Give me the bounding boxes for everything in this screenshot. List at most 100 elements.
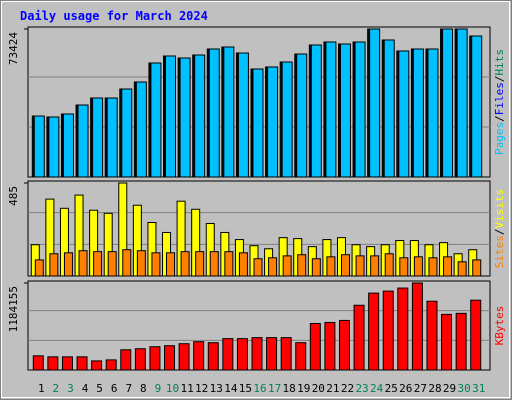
bar: [193, 341, 205, 371]
bar: [353, 304, 365, 371]
legend: KBytes: [493, 306, 506, 346]
bar: [355, 255, 365, 277]
bar: [427, 48, 439, 178]
bar: [443, 256, 453, 277]
bar: [413, 256, 423, 277]
bar: [63, 252, 73, 277]
bar: [296, 53, 308, 178]
bar: [178, 343, 190, 371]
bar: [209, 251, 219, 277]
bar: [207, 342, 219, 371]
bar: [295, 342, 307, 371]
x-tick-label: 6: [111, 382, 118, 395]
bar: [179, 57, 191, 178]
x-tick-label: 9: [155, 382, 162, 395]
x-tick-label: 5: [96, 382, 103, 395]
bar: [382, 290, 394, 371]
x-tick-label: 19: [297, 382, 310, 395]
bar: [428, 257, 438, 277]
bar: [224, 251, 234, 277]
legend-separator: /: [493, 229, 506, 236]
bar: [471, 35, 483, 178]
bar: [280, 337, 292, 371]
bar: [442, 28, 454, 178]
x-tick-label: 23: [355, 382, 368, 395]
bar: [180, 251, 190, 277]
bar: [78, 250, 88, 277]
bar: [34, 259, 44, 277]
x-tick-label: 16: [253, 382, 266, 395]
bar: [222, 338, 234, 371]
bar: [47, 356, 59, 371]
x-tick-label: 29: [443, 382, 456, 395]
bar: [297, 254, 307, 277]
bar: [49, 253, 59, 277]
bar: [150, 62, 162, 178]
bar: [61, 356, 73, 371]
bar: [455, 312, 467, 371]
x-tick-label: 13: [210, 382, 223, 395]
bar: [325, 41, 337, 178]
x-tick-label: 4: [82, 382, 89, 395]
bar: [340, 254, 350, 277]
bar: [92, 97, 104, 178]
bar: [456, 28, 468, 178]
x-tick-label: 22: [341, 382, 354, 395]
bar: [412, 48, 424, 178]
x-tick-label: 12: [195, 382, 208, 395]
x-tick-label: 14: [224, 382, 238, 395]
bar: [326, 256, 336, 277]
legend-entry: Visits: [493, 189, 506, 229]
bar: [165, 55, 177, 178]
bar: [252, 68, 264, 178]
bar: [166, 252, 176, 277]
bar: [134, 348, 146, 371]
bar: [149, 346, 161, 371]
bar: [282, 255, 292, 277]
x-tick-label: 28: [428, 382, 441, 395]
bar: [48, 116, 60, 178]
bar: [354, 41, 366, 178]
y-tick-label: 73424: [7, 32, 20, 65]
bar: [470, 299, 482, 371]
bar: [472, 259, 482, 277]
chart-title: Daily usage for March 2024: [20, 9, 208, 23]
x-tick-label: 17: [268, 382, 281, 395]
bar: [309, 322, 321, 371]
bar: [120, 349, 132, 371]
x-tick-label: 8: [140, 382, 147, 395]
bar: [384, 253, 394, 277]
bar: [383, 39, 395, 178]
bar: [426, 300, 438, 371]
bar: [122, 249, 132, 277]
x-tick-label: 24: [370, 382, 384, 395]
bar: [457, 261, 467, 277]
bar: [398, 50, 410, 178]
y-tick-label: 485: [7, 186, 20, 206]
bar: [105, 359, 117, 371]
bar: [106, 97, 118, 178]
x-tick-label: 31: [472, 382, 485, 395]
legend-separator: /: [493, 76, 506, 83]
bar: [223, 46, 235, 178]
bar: [77, 104, 89, 178]
legend: Pages/Files/Hits: [493, 49, 506, 155]
x-tick-label: 21: [326, 382, 339, 395]
bar: [76, 356, 88, 371]
bar: [136, 250, 146, 277]
bar: [339, 43, 351, 178]
bar: [338, 319, 350, 371]
bar: [151, 252, 161, 277]
x-tick-label: 30: [458, 382, 471, 395]
legend-entry: Sites: [493, 235, 506, 268]
legend-entry: Hits: [493, 49, 506, 76]
bar: [266, 337, 278, 371]
bar: [93, 251, 103, 277]
x-tick-label: 10: [166, 382, 179, 395]
x-tick-label: 25: [385, 382, 398, 395]
x-tick-label: 2: [53, 382, 60, 395]
bar: [310, 44, 322, 178]
